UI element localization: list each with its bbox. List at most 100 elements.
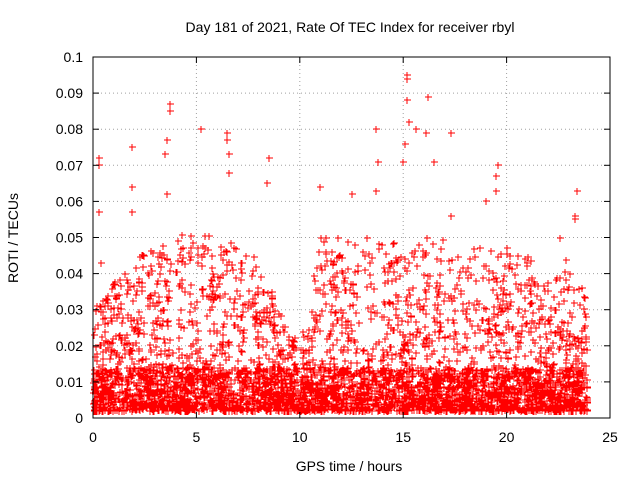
data-point <box>154 335 161 342</box>
data-point <box>432 408 439 415</box>
data-point <box>184 365 191 372</box>
data-point <box>161 336 168 343</box>
data-point <box>513 370 520 377</box>
data-point <box>94 399 101 406</box>
data-point <box>432 329 439 336</box>
data-point <box>472 254 479 261</box>
data-point <box>355 263 362 270</box>
data-point <box>250 296 257 303</box>
data-point <box>180 381 187 388</box>
data-point <box>534 293 541 300</box>
data-point <box>258 274 265 281</box>
data-point <box>580 370 587 377</box>
data-point <box>344 371 351 378</box>
data-point <box>584 385 591 392</box>
data-point <box>438 258 445 265</box>
data-point <box>227 296 234 303</box>
data-point <box>507 261 514 268</box>
data-point <box>581 402 588 409</box>
data-point <box>573 343 580 350</box>
y-tick-label: 0.1 <box>64 49 84 65</box>
data-point <box>231 396 238 403</box>
data-point <box>425 388 432 395</box>
data-point <box>116 292 123 299</box>
data-point <box>349 379 356 386</box>
data-point <box>375 159 382 166</box>
data-point <box>263 318 270 325</box>
data-point <box>195 377 202 384</box>
data-point <box>564 338 571 345</box>
data-point <box>160 365 167 372</box>
data-point <box>103 347 110 354</box>
data-point <box>490 354 497 361</box>
data-point <box>328 385 335 392</box>
data-point <box>100 356 107 363</box>
data-point <box>110 336 117 343</box>
data-point <box>351 290 358 297</box>
data-point <box>548 385 555 392</box>
data-point <box>467 256 474 263</box>
data-point <box>388 344 395 351</box>
data-point <box>123 407 130 414</box>
data-point <box>495 372 502 379</box>
data-point <box>466 370 473 377</box>
data-point <box>195 386 202 393</box>
data-point <box>209 369 216 376</box>
data-point <box>538 345 545 352</box>
data-point <box>372 378 379 385</box>
data-point <box>167 337 174 344</box>
data-point <box>286 393 293 400</box>
x-tick-label: 15 <box>395 429 411 445</box>
data-point <box>348 360 355 367</box>
data-point <box>423 250 430 257</box>
data-point <box>488 399 495 406</box>
data-point <box>132 366 139 373</box>
data-point <box>194 320 201 327</box>
data-points <box>90 72 591 415</box>
data-point <box>431 379 438 386</box>
data-point <box>434 307 441 314</box>
data-point <box>243 253 250 260</box>
data-point <box>323 301 330 308</box>
data-point <box>217 365 224 372</box>
data-point <box>469 323 476 330</box>
data-point <box>338 307 345 314</box>
data-point <box>141 403 148 410</box>
data-point <box>208 402 215 409</box>
data-point <box>529 275 536 282</box>
data-point <box>271 329 278 336</box>
data-point <box>414 301 421 308</box>
data-point <box>571 287 578 294</box>
data-point <box>329 303 336 310</box>
data-point <box>255 329 262 336</box>
data-point <box>305 379 312 386</box>
data-point <box>217 275 224 282</box>
data-point <box>509 266 516 273</box>
data-point <box>168 365 175 372</box>
data-point <box>393 306 400 313</box>
data-point <box>112 282 119 289</box>
data-point <box>409 362 416 369</box>
data-point <box>207 328 214 335</box>
data-point <box>106 400 113 407</box>
data-point <box>517 340 524 347</box>
data-point <box>348 281 355 288</box>
data-point <box>177 281 184 288</box>
data-point <box>503 324 510 331</box>
data-point <box>178 246 185 253</box>
data-point <box>353 310 360 317</box>
data-point <box>356 404 363 411</box>
data-point <box>413 350 420 357</box>
data-point <box>246 299 253 306</box>
data-point <box>226 151 233 158</box>
data-point <box>408 314 415 321</box>
data-point <box>237 293 244 300</box>
data-point <box>438 246 445 253</box>
data-point <box>347 408 354 415</box>
data-point <box>309 381 316 388</box>
data-point <box>485 330 492 337</box>
data-point <box>536 321 543 328</box>
data-point <box>373 341 380 348</box>
data-point <box>195 245 202 252</box>
data-point <box>500 365 507 372</box>
